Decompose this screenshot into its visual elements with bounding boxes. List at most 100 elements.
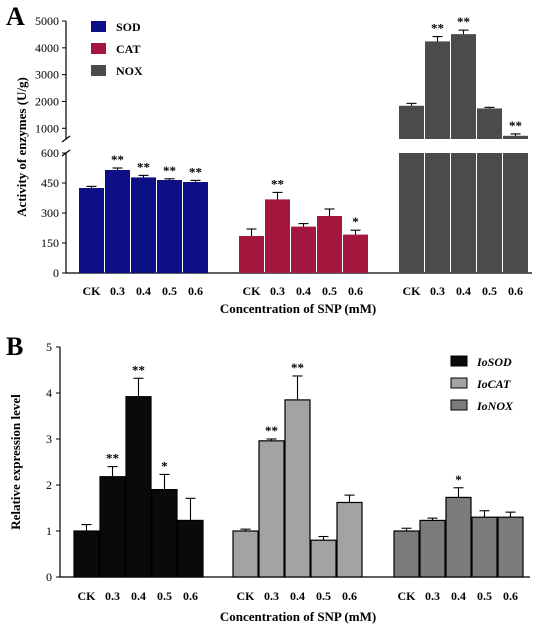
legend-label: SOD <box>116 20 141 34</box>
axis-break-mark <box>61 135 71 143</box>
y-axis-title: Relative expression level <box>8 394 23 530</box>
x-tick-label: 0.3 <box>430 284 445 298</box>
x-axis-title: Concentration of SNP (mM) <box>220 301 376 316</box>
x-tick-label: 0.4 <box>296 284 311 298</box>
legend-swatch <box>91 65 106 76</box>
legend-swatch <box>91 43 106 54</box>
x-tick-label: 0.6 <box>508 284 523 298</box>
y-tick-label: 5000 <box>35 14 59 28</box>
x-tick-label: CK <box>403 284 422 298</box>
bar <box>393 530 420 578</box>
bar <box>399 105 424 139</box>
y-tick-label: 1000 <box>35 121 59 135</box>
bar <box>445 496 472 578</box>
significance-marker: ** <box>137 159 150 174</box>
x-tick-label: CK <box>243 284 262 298</box>
significance-marker: ** <box>163 163 176 178</box>
legend-label: IoCAT <box>476 377 511 391</box>
significance-marker: ** <box>431 21 444 36</box>
bar <box>310 539 337 578</box>
x-tick-label: CK <box>398 589 417 603</box>
y-tick-label: 1 <box>46 524 52 538</box>
bar <box>497 516 524 578</box>
bar <box>183 182 208 273</box>
bar <box>73 530 100 578</box>
significance-marker: * <box>455 472 462 487</box>
bar-lower-segment <box>425 153 450 273</box>
y-tick-label: 300 <box>41 206 59 220</box>
y-tick-label: 5 <box>46 340 52 354</box>
y-tick-label: 0 <box>53 266 59 280</box>
bar <box>451 34 476 139</box>
bar-lower-segment <box>399 153 424 273</box>
x-tick-label: 0.3 <box>110 284 125 298</box>
y-tick-label: 600 <box>41 146 59 160</box>
y-tick-label: 150 <box>41 236 59 250</box>
x-tick-label: 0.5 <box>482 284 497 298</box>
bar <box>343 234 368 273</box>
y-tick-label: 3 <box>46 432 52 446</box>
bar <box>425 41 450 139</box>
x-tick-label: 0.3 <box>105 589 120 603</box>
bar <box>105 170 130 273</box>
x-tick-label: 0.4 <box>290 589 305 603</box>
bar-lower-segment <box>503 153 528 273</box>
y-axis-title: Activity of enzymes (U/g) <box>14 77 29 217</box>
x-tick-label: 0.5 <box>477 589 492 603</box>
bar <box>79 188 104 273</box>
bar <box>151 489 178 578</box>
bar <box>477 108 502 139</box>
bar <box>99 476 126 578</box>
x-tick-label: 0.6 <box>348 284 363 298</box>
bar <box>157 180 182 273</box>
significance-marker: ** <box>111 152 124 167</box>
legend-swatch <box>450 377 468 389</box>
panel-b-chart: 0 1 2 3 4 5 Relative expression level Concentra… <box>8 340 530 624</box>
legend-label: IoNOX <box>476 399 514 413</box>
x-tick-label: 0.4 <box>136 284 151 298</box>
bar-lower-segment <box>451 153 476 273</box>
x-tick-label: 0.5 <box>162 284 177 298</box>
bar <box>291 226 316 273</box>
bar <box>336 501 363 578</box>
x-tick-label: 0.4 <box>451 589 466 603</box>
panel-label-b: B <box>6 332 23 361</box>
bar <box>284 399 311 578</box>
significance-marker: ** <box>291 360 304 375</box>
bar <box>125 396 152 578</box>
bar <box>503 135 528 139</box>
y-tick-label: 4000 <box>35 41 59 55</box>
bar <box>265 199 290 273</box>
x-tick-label: 0.6 <box>188 284 203 298</box>
x-tick-label: 0.6 <box>342 589 357 603</box>
bar <box>317 216 342 273</box>
x-tick-label: 0.3 <box>270 284 285 298</box>
significance-marker: ** <box>265 423 278 438</box>
y-tick-label: 4 <box>46 386 52 400</box>
significance-marker: ** <box>457 14 470 29</box>
y-tick-label: 0 <box>46 570 52 584</box>
legend-swatch <box>91 21 106 32</box>
significance-marker: ** <box>189 164 202 179</box>
y-tick-label: 3000 <box>35 68 59 82</box>
x-tick-label: 0.6 <box>183 589 198 603</box>
x-tick-label: 0.5 <box>316 589 331 603</box>
legend-label: IoSOD <box>476 355 512 369</box>
bar <box>239 236 264 273</box>
significance-marker: * <box>352 214 359 229</box>
x-axis-title: Concentration of SNP (mM) <box>220 609 376 624</box>
y-tick-label: 2000 <box>35 94 59 108</box>
x-tick-label: 0.4 <box>456 284 471 298</box>
y-tick-label: 450 <box>41 176 59 190</box>
x-tick-label: CK <box>83 284 102 298</box>
panel-a-chart: 0 150 300 450 600 1000 2000 3000 4000 5000 Activit… <box>14 14 532 316</box>
x-tick-label: CK <box>78 589 97 603</box>
significance-marker: ** <box>271 176 284 191</box>
x-tick-label: 0.6 <box>503 589 518 603</box>
x-tick-label: 0.4 <box>131 589 146 603</box>
significance-marker: * <box>161 458 168 473</box>
significance-marker: ** <box>132 362 145 377</box>
x-tick-label: 0.5 <box>322 284 337 298</box>
significance-marker: ** <box>106 451 119 466</box>
